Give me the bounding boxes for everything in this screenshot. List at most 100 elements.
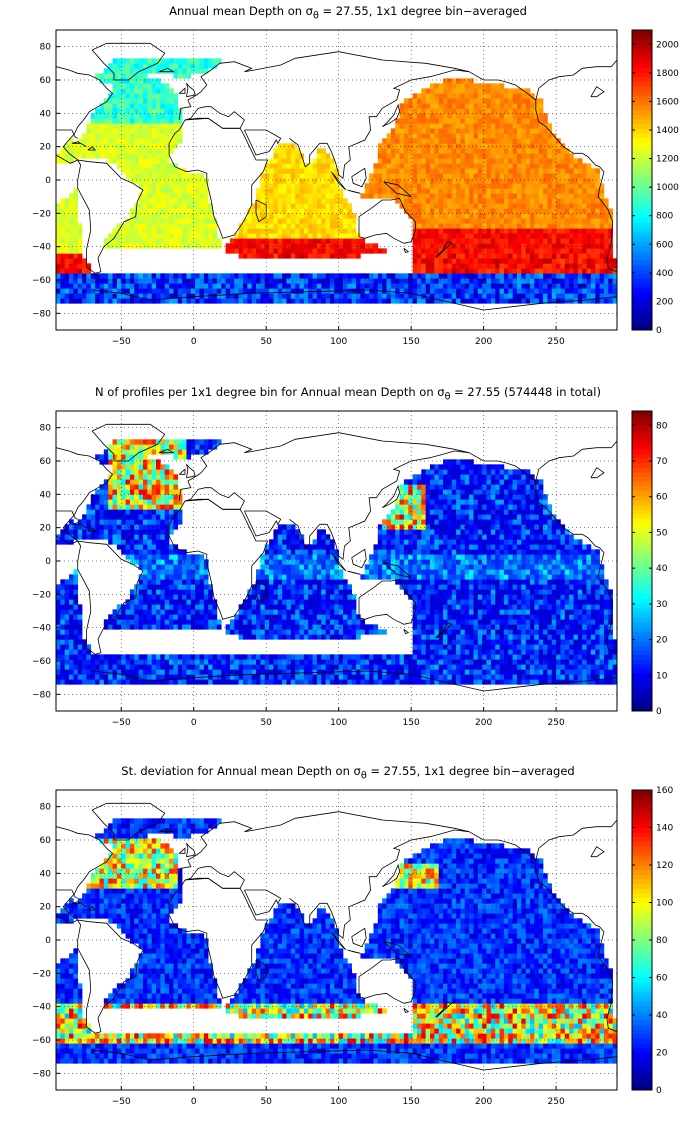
y-tick-label: −40: [32, 624, 51, 634]
gridlines: [56, 411, 617, 711]
profile-count-panel: N of profiles per 1x1 degree bin for Ann…: [0, 381, 696, 761]
profile-count-title: N of profiles per 1x1 degree bin for Ann…: [0, 381, 696, 403]
colorbar: 0 20 40 60 80 100 120 140 160: [631, 786, 673, 1096]
mean-depth-map: −50 0 50 100 150 200 250806040200−20−40−60−800…: [32, 29, 679, 347]
coastlines: [56, 42, 617, 311]
y-tick-label: 0: [45, 557, 51, 567]
theta-subscript: θ: [444, 391, 451, 403]
colorbar-tick-label: 60: [656, 974, 668, 984]
theta-subscript: θ: [312, 10, 319, 22]
colorbar-tick-label: 120: [656, 861, 673, 871]
theta-subscript: θ: [360, 770, 367, 782]
y-tick-label: −60: [32, 657, 51, 667]
colorbar: 0 10 20 30 40 50 60 70 80: [631, 410, 668, 717]
y-tick-label: −20: [32, 969, 51, 979]
y-tick-label: −40: [32, 1003, 51, 1013]
y-tick-label: 80: [40, 424, 52, 434]
colorbar-tick-label: 800: [656, 212, 673, 222]
colorbar-tick-label: 1600: [656, 97, 679, 107]
std-deviation-title: St. deviation for Annual mean Depth on σ…: [0, 760, 696, 782]
y-tick-label: 0: [45, 176, 51, 186]
colorbar-tick-label: 80: [656, 421, 668, 431]
y-tick-label: 40: [40, 109, 52, 119]
coastlines: [56, 423, 617, 692]
data-cells: [56, 439, 617, 685]
colorbar-tick-label: 1200: [656, 155, 679, 165]
x-tick-label: 150: [403, 1097, 420, 1107]
y-tick-label: −80: [32, 690, 51, 700]
colorbar-tick-label: 2000: [656, 40, 679, 50]
colorbar-tick-label: 80: [656, 936, 668, 946]
x-tick-label: 0: [191, 718, 197, 728]
title-text: N of profiles per 1x1 degree bin for Ann…: [95, 385, 438, 399]
colorbar-tick-label: 40: [656, 1011, 668, 1021]
colorbar-tick-label: 400: [656, 269, 673, 279]
sigma-symbol: σ: [353, 764, 361, 778]
y-tick-label: 80: [40, 43, 52, 53]
x-tick-label: 150: [403, 337, 420, 347]
x-tick-label: −50: [112, 1097, 131, 1107]
y-tick-label: −60: [32, 276, 51, 286]
colorbar-tick-label: 100: [656, 899, 673, 909]
y-tick-label: 60: [40, 76, 52, 86]
title-text-post: = 27.55 (574448 in total): [450, 385, 601, 399]
y-tick-label: 20: [40, 903, 52, 913]
coastlines: [56, 802, 617, 1071]
x-tick-label: 250: [548, 337, 565, 347]
sigma-symbol: σ: [305, 4, 313, 18]
profile-count-map: −50 0 50 100 150 200 250806040200−20−40−60−800…: [32, 410, 668, 728]
y-tick-label: 60: [40, 836, 52, 846]
gridlines: [56, 30, 617, 330]
colorbar-tick-label: 20: [656, 1049, 668, 1059]
colorbar-tick-label: 70: [656, 457, 668, 467]
std-deviation-panel: St. deviation for Annual mean Depth on σ…: [0, 760, 696, 1140]
colorbar-tick-label: 20: [656, 636, 668, 646]
y-tick-label: 20: [40, 143, 52, 153]
colorbar-tick-label: 140: [656, 824, 673, 834]
colorbar-tick-label: 160: [656, 786, 673, 796]
colorbar-tick-label: 0: [656, 707, 662, 717]
colorbar-tick-label: 10: [656, 671, 668, 681]
title-text-post: = 27.55, 1x1 degree bin−averaged: [366, 764, 575, 778]
x-tick-label: 200: [475, 718, 492, 728]
x-tick-label: 250: [548, 718, 565, 728]
colorbar-tick-label: 600: [656, 240, 673, 250]
y-tick-label: 80: [40, 803, 52, 813]
y-tick-label: −80: [32, 1069, 51, 1079]
colorbar-tick-label: 1000: [656, 183, 679, 193]
data-cells: [56, 818, 617, 1064]
y-tick-label: −80: [32, 309, 51, 319]
colorbar-tick-label: 0: [656, 326, 662, 336]
colorbar: 0 200 400 600 800 1000 1200 1400 1600 1800 2000: [631, 29, 679, 336]
colorbar-tick-label: 0: [656, 1086, 662, 1096]
y-tick-label: 40: [40, 869, 52, 879]
x-tick-label: 0: [191, 337, 197, 347]
colorbar-tick-label: 50: [656, 528, 668, 538]
x-tick-label: 50: [260, 718, 272, 728]
y-tick-label: −60: [32, 1036, 51, 1046]
title-text: Annual mean Depth on: [169, 4, 306, 18]
title-text-post: = 27.55, 1x1 degree bin−averaged: [318, 4, 527, 18]
y-tick-label: 0: [45, 936, 51, 946]
x-tick-label: 50: [260, 1097, 272, 1107]
x-tick-label: 50: [260, 337, 272, 347]
x-tick-label: −50: [112, 718, 131, 728]
data-cells: [56, 58, 617, 304]
x-tick-label: 100: [330, 1097, 347, 1107]
colorbar-tick-label: 40: [656, 564, 668, 574]
y-tick-label: 20: [40, 524, 52, 534]
y-tick-label: −20: [32, 590, 51, 600]
mean-depth-title: Annual mean Depth on σθ = 27.55, 1x1 deg…: [0, 0, 696, 22]
colorbar-tick-label: 1800: [656, 69, 679, 79]
x-tick-label: 0: [191, 1097, 197, 1107]
y-tick-label: 60: [40, 457, 52, 467]
colorbar-tick-label: 60: [656, 493, 668, 503]
colorbar-tick-label: 200: [656, 297, 673, 307]
x-tick-label: −50: [112, 337, 131, 347]
gridlines: [56, 790, 617, 1090]
x-tick-label: 200: [475, 1097, 492, 1107]
std-deviation-map: −50 0 50 100 150 200 250806040200−20−40−60−800…: [32, 786, 673, 1107]
y-tick-label: −40: [32, 243, 51, 253]
sigma-symbol: σ: [437, 385, 445, 399]
y-tick-label: −20: [32, 209, 51, 219]
